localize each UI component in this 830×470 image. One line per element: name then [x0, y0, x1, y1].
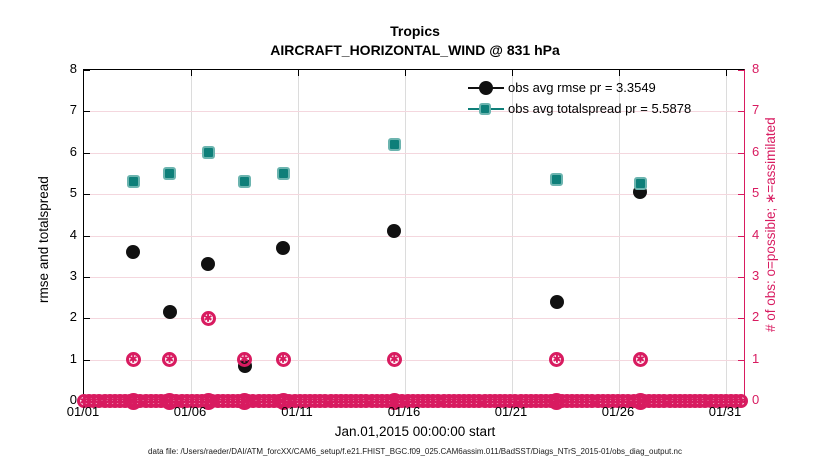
right-axis-tick [738, 276, 744, 278]
obs-band-assimilated-marker: ✱ [236, 392, 253, 410]
obs-count-marker: ✱ [200, 310, 216, 326]
rmse-point [387, 224, 402, 239]
x-tick-label: 01/01 [66, 404, 100, 419]
gridline-horizontal [84, 235, 744, 237]
gridline-horizontal [84, 359, 744, 361]
left-axis-tick [84, 359, 90, 361]
top-axis-tick [405, 70, 406, 76]
obs-band-assimilated-marker: ✱ [274, 392, 292, 410]
gridline-horizontal [84, 194, 744, 196]
top-axis-tick [726, 70, 727, 76]
page-title: Tropics [390, 23, 440, 39]
x-tick-label: 01/06 [173, 404, 207, 419]
legend-entry-rmse: obs avg rmse pr = 3.3549 [468, 77, 691, 98]
right-axis-tick [738, 318, 744, 320]
y-tick-label-left: 4 [69, 226, 77, 242]
plot-area: ✱ ✱ ✱ ✱ ✱ ✱ ✱ ✱ ✱ ✱ ✱ ✱ ✱ ✱ ✱ ✱ ✱ ✱ ✱ ✱ ✱ ✱ ✱ ✱ ✱ ✱ ✱ ✱ ✱ ✱ ✱ ✱ ✱ ✱ ✱ ✱ ✱ ✱ ✱ ✱… [77, 69, 749, 410]
y-tick-label-left: 1 [69, 350, 77, 366]
y-tick-label-left: 5 [69, 185, 77, 201]
left-axis-tick [84, 318, 90, 320]
obs-count-marker: ✱ [237, 352, 252, 368]
y-tick-label-right: 6 [752, 143, 760, 159]
right-axis-tick [738, 70, 744, 71]
rmse-legend-marker-icon [468, 80, 504, 95]
left-axis-tick [84, 111, 90, 113]
obs-band-assimilated-marker: ✱ [631, 392, 649, 410]
top-axis-tick [298, 70, 299, 76]
left-axis-tick [84, 152, 90, 154]
y-tick-label-left: 6 [69, 143, 77, 159]
right-axis-tick [738, 359, 744, 361]
rmse-point [276, 240, 291, 255]
spread-point [387, 137, 401, 151]
legend-label-rmse: obs avg rmse pr = 3.3549 [508, 80, 656, 95]
y-tick-label-right: 8 [752, 61, 760, 76]
spread-point [276, 166, 290, 180]
obs-count-marker: ✱ [549, 352, 565, 368]
top-axis-tick [619, 70, 620, 76]
gridline-horizontal [84, 111, 744, 113]
spread-point [550, 173, 564, 187]
obs-band-assimilated-marker: ✱ [385, 392, 403, 410]
x-tick-label: 01/31 [708, 404, 742, 419]
left-axis-tick [84, 235, 90, 237]
obs-band-assimilated-marker: ✱ [548, 392, 566, 410]
data-file-note: data file: /Users/raeder/DAI/ATM_forcXX/… [148, 447, 682, 456]
spread-point [633, 177, 647, 191]
top-axis-tick [191, 70, 192, 76]
rmse-point [126, 245, 141, 260]
obs-band-marker: ✱ [734, 394, 749, 408]
gridline-horizontal [84, 276, 744, 278]
y-tick-label-right: 5 [752, 185, 760, 201]
obs-band-assimilated-marker: ✱ [199, 392, 217, 410]
spread-point [163, 166, 177, 180]
totalspread-legend-marker-icon [468, 102, 504, 116]
obs-band-assimilated-marker: ✱ [124, 392, 142, 410]
y-tick-label-right: 7 [752, 102, 760, 118]
obs-count-marker: ✱ [162, 352, 178, 368]
rmse-point [162, 305, 177, 320]
x-axis-label: Jan.01,2015 00:00:00 start [334, 424, 496, 439]
rmse-point [201, 257, 216, 272]
spread-point [126, 175, 140, 189]
right-axis-tick [738, 111, 744, 113]
y-tick-label-left: 2 [69, 309, 77, 325]
left-axis-tick [84, 276, 90, 278]
obs-count-marker: ✱ [632, 352, 648, 368]
y-tick-label-left: 0 [69, 392, 77, 407]
right-axis-tick [738, 152, 744, 154]
y-tick-label-left: 3 [69, 267, 77, 283]
top-axis-tick [512, 70, 513, 76]
y-tick-label-left: 8 [69, 61, 77, 76]
plot-subtitle: AIRCRAFT_HORIZONTAL_WIND @ 831 hPa [270, 42, 560, 58]
gridline-horizontal [84, 152, 744, 154]
x-tick-label: 01/21 [494, 404, 528, 419]
spread-point [238, 175, 251, 189]
rmse-point [549, 294, 564, 309]
left-axis-label: rmse and totalspread [36, 176, 51, 304]
y-tick-label-left: 7 [69, 102, 77, 118]
right-axis-tick [738, 194, 744, 196]
obs-count-marker: ✱ [386, 352, 402, 368]
legend: obs avg rmse pr = 3.3549 obs avg totalsp… [468, 77, 691, 119]
obs-count-marker: ✱ [275, 352, 291, 368]
x-tick-label: 01/11 [281, 404, 313, 419]
left-axis-tick [84, 70, 90, 71]
y-tick-label-right: 2 [752, 309, 760, 325]
legend-label-totalspread: obs avg totalspread pr = 5.5878 [508, 101, 692, 116]
obs-count-marker: ✱ [125, 352, 141, 368]
left-axis-tick [84, 194, 90, 196]
legend-entry-totalspread: obs avg totalspread pr = 5.5878 [468, 98, 691, 119]
y-tick-label-right: 4 [752, 226, 760, 242]
y-tick-label-right: 3 [752, 267, 760, 283]
gridline-horizontal [84, 318, 744, 320]
obs-band-assimilated-marker: ✱ [161, 392, 179, 410]
x-tick-label: 01/16 [387, 404, 421, 419]
y-tick-label-right: 1 [752, 350, 760, 366]
right-axis-tick [738, 235, 744, 237]
spread-point [201, 146, 215, 160]
y-tick-label-right: 0 [752, 392, 760, 407]
x-tick-label: 01/26 [601, 404, 635, 419]
